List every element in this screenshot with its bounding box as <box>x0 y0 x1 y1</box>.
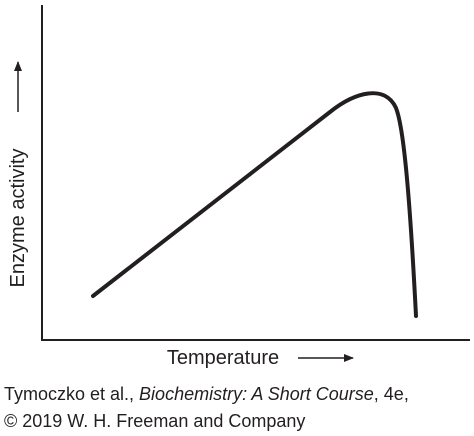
source-authors: Tymoczko et al., <box>4 384 139 404</box>
activity-curve <box>91 91 418 318</box>
source-edition: , 4e, <box>374 384 409 404</box>
source-line-1: Tymoczko et al., Biochemistry: A Short C… <box>4 384 409 404</box>
source-line-2: © 2019 W. H. Freeman and Company <box>4 411 305 431</box>
x-axis-label: Temperature <box>167 347 279 369</box>
source-book: Biochemistry: A Short Course <box>139 384 374 404</box>
y-axis-label: Enzyme activity <box>7 149 29 288</box>
